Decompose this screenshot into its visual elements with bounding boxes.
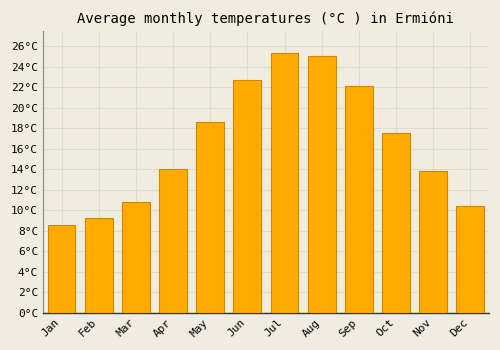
Bar xyxy=(308,56,336,313)
Bar xyxy=(456,206,484,313)
Bar xyxy=(419,171,447,313)
Bar xyxy=(234,80,262,313)
Bar xyxy=(159,169,187,313)
Bar xyxy=(382,133,410,313)
Bar xyxy=(85,218,112,313)
Bar xyxy=(48,225,76,313)
Bar xyxy=(122,202,150,313)
Bar xyxy=(270,54,298,313)
Bar xyxy=(345,86,373,313)
Title: Average monthly temperatures (°C ) in Ermióni: Average monthly temperatures (°C ) in Er… xyxy=(78,11,454,26)
Bar xyxy=(196,122,224,313)
